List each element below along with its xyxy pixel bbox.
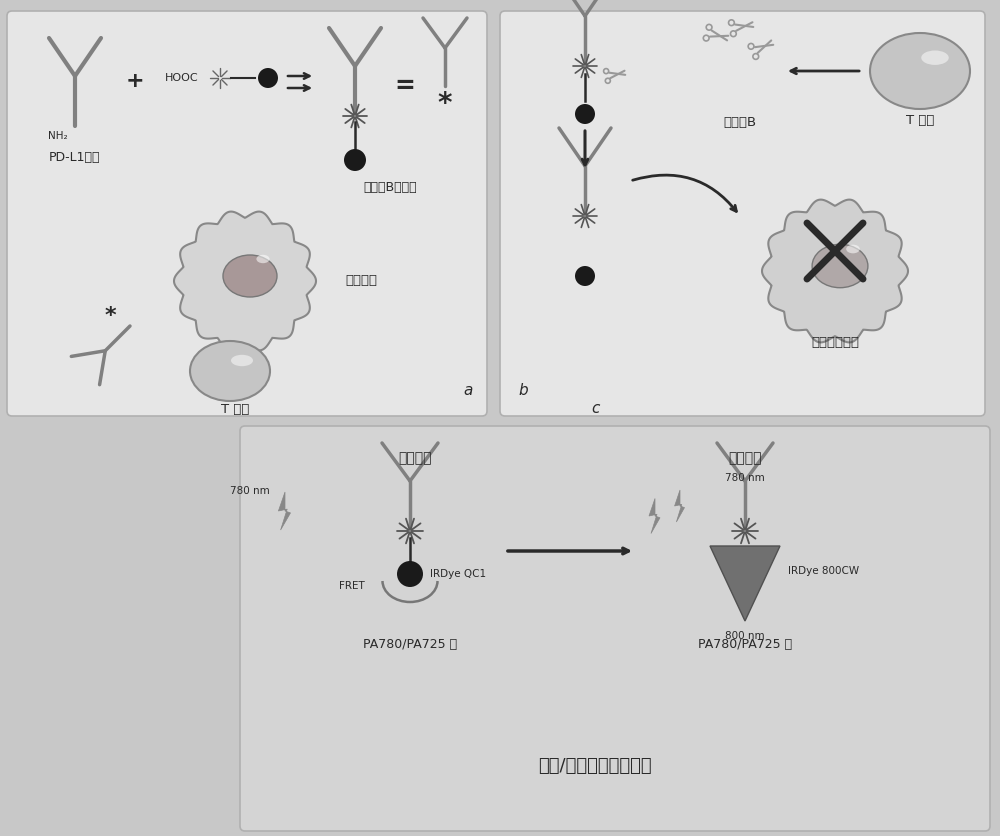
Text: 780 nm: 780 nm: [725, 473, 765, 483]
Circle shape: [575, 266, 595, 286]
Text: NH₂: NH₂: [48, 131, 68, 141]
Text: b: b: [518, 383, 528, 398]
Circle shape: [344, 149, 366, 171]
Text: FRET: FRET: [339, 581, 365, 591]
Text: c: c: [591, 401, 599, 416]
Text: +: +: [126, 71, 144, 91]
Text: PA780/PA725 高: PA780/PA725 高: [698, 638, 792, 650]
Text: *: *: [438, 90, 452, 118]
Text: IRDye 800CW: IRDye 800CW: [788, 566, 859, 576]
FancyBboxPatch shape: [500, 11, 985, 416]
Text: 颗粒酶B报告子: 颗粒酶B报告子: [363, 181, 417, 194]
Ellipse shape: [846, 245, 860, 253]
Text: PA780/PA725 低: PA780/PA725 低: [363, 638, 457, 650]
Polygon shape: [174, 212, 316, 350]
FancyBboxPatch shape: [7, 11, 487, 416]
Text: 肿瘤细胞: 肿瘤细胞: [345, 274, 377, 288]
Polygon shape: [762, 200, 908, 343]
Circle shape: [258, 68, 278, 88]
FancyBboxPatch shape: [240, 426, 990, 831]
Text: PD-L1抗体: PD-L1抗体: [49, 151, 101, 164]
Ellipse shape: [256, 255, 270, 263]
Ellipse shape: [812, 244, 868, 288]
Polygon shape: [649, 498, 660, 533]
Text: =: =: [395, 74, 415, 98]
Circle shape: [575, 104, 595, 124]
Text: a: a: [464, 383, 473, 398]
Text: 780 nm: 780 nm: [230, 486, 270, 496]
Text: T 细胞: T 细胞: [221, 403, 249, 416]
Polygon shape: [278, 492, 290, 530]
Ellipse shape: [223, 255, 277, 297]
Text: 荧光激活: 荧光激活: [728, 451, 762, 465]
Text: 肿瘤细胞凋亡: 肿瘤细胞凋亡: [811, 336, 859, 349]
Ellipse shape: [231, 354, 253, 366]
Text: 800 nm: 800 nm: [725, 631, 765, 641]
Ellipse shape: [870, 33, 970, 109]
Polygon shape: [710, 546, 780, 621]
Text: 颗粒酶B: 颗粒酶B: [723, 116, 757, 129]
Text: 荧光淬灭: 荧光淬灭: [398, 451, 432, 465]
Polygon shape: [675, 490, 684, 522]
Text: 光声/荧光双模实时监测: 光声/荧光双模实时监测: [538, 757, 652, 775]
Text: IRDye QC1: IRDye QC1: [430, 569, 486, 579]
Text: *: *: [104, 306, 116, 326]
Text: T 细胞: T 细胞: [906, 114, 934, 127]
Circle shape: [397, 561, 423, 587]
Ellipse shape: [921, 50, 949, 65]
Ellipse shape: [190, 341, 270, 401]
Text: HOOC: HOOC: [165, 73, 199, 83]
